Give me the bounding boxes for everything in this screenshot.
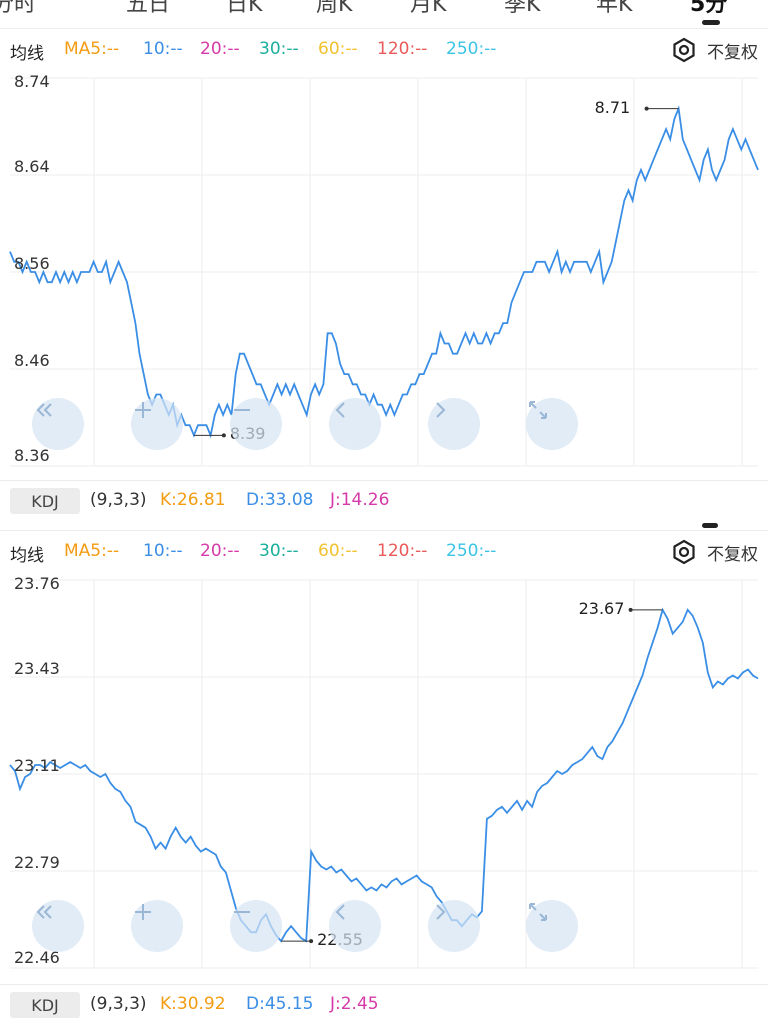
ma10-value: 10:-- xyxy=(143,541,183,561)
y-axis-label: 22.79 xyxy=(14,853,60,872)
kdj-indicator-button[interactable]: KDJ xyxy=(10,488,80,514)
settings-icon xyxy=(673,539,695,565)
prev-button[interactable] xyxy=(329,900,381,952)
price-line xyxy=(9,105,759,439)
tab-1[interactable]: 五日 xyxy=(126,0,171,17)
expand-button[interactable] xyxy=(526,398,578,450)
y-axis-label: 22.46 xyxy=(14,948,60,967)
ma120-value: 120:-- xyxy=(377,541,428,561)
kdj-params: (9,3,3) xyxy=(90,994,147,1014)
kdj-indicator-button[interactable]: KDJ xyxy=(10,992,80,1018)
kdj-k-value: K:30.92 xyxy=(160,994,226,1014)
tab-7[interactable]: 5分 xyxy=(690,0,728,17)
zoom-in-button[interactable] xyxy=(131,900,183,952)
ma30-value: 30:-- xyxy=(259,541,299,561)
kline-panel-1: 均线 MA5:-- 10:-- 20:-- 30:-- 60:-- 120:--… xyxy=(0,28,768,522)
price-chart[interactable]: 8.748.648.568.468.368.718.39 xyxy=(0,70,768,480)
restore-toggle-button[interactable]: 不复权 xyxy=(671,539,758,565)
settings-icon xyxy=(673,37,695,63)
rewind-icon xyxy=(36,905,52,919)
zoom-out-button[interactable] xyxy=(230,398,282,450)
y-axis-label: 8.56 xyxy=(14,254,50,273)
kdj-j-value: J:14.26 xyxy=(330,490,390,510)
ma20-value: 20:-- xyxy=(200,39,240,59)
ma10-value: 10:-- xyxy=(143,39,183,59)
tab-3[interactable]: 周K xyxy=(316,0,353,17)
zoom-in-icon xyxy=(135,904,151,920)
kdj-indicator-row: KDJ (9,3,3) K:30.92 D:45.15 J:2.45 xyxy=(0,984,768,1024)
ma60-value: 60:-- xyxy=(318,39,358,59)
price-chart-svg xyxy=(9,77,759,467)
y-axis-label: 8.64 xyxy=(14,157,50,176)
tab-4[interactable]: 月K xyxy=(410,0,447,17)
ma-label: 均线 xyxy=(10,546,44,566)
price-line xyxy=(9,607,759,943)
ma20-value: 20:-- xyxy=(200,541,240,561)
max-marker-dot xyxy=(644,106,649,111)
kdj-j-value: J:2.45 xyxy=(330,994,379,1014)
rewind-button[interactable] xyxy=(32,398,84,450)
kline-panel-2: 均线 MA5:-- 10:-- 20:-- 30:-- 60:-- 120:--… xyxy=(0,530,768,1025)
next-icon xyxy=(436,904,446,920)
kdj-d-value: D:33.08 xyxy=(246,490,314,510)
min-marker-dot xyxy=(221,433,226,438)
max-marker-dot xyxy=(628,607,633,612)
expand-icon xyxy=(529,903,547,921)
kdj-d-value: D:45.15 xyxy=(246,994,314,1014)
y-axis-label: 23.43 xyxy=(14,659,60,678)
max-price-label: 23.67 xyxy=(578,598,625,618)
zoom-out-button[interactable] xyxy=(230,900,282,952)
next-button[interactable] xyxy=(428,900,480,952)
next-button[interactable] xyxy=(428,398,480,450)
ma120-value: 120:-- xyxy=(377,39,428,59)
ma-legend-row: 均线 MA5:-- 10:-- 20:-- 30:-- 60:-- 120:--… xyxy=(0,530,768,572)
next-icon xyxy=(436,402,446,418)
restore-label: 不复权 xyxy=(707,544,758,565)
period-tabs: 分时 五日 日K 周K 月K 季K 年K 5分 xyxy=(0,0,768,32)
kdj-indicator-row: KDJ (9,3,3) K:26.81 D:33.08 J:14.26 xyxy=(0,480,768,520)
prev-icon xyxy=(335,904,345,920)
zoom-out-icon xyxy=(234,409,250,411)
prev-button[interactable] xyxy=(329,398,381,450)
zoom-in-button[interactable] xyxy=(131,398,183,450)
ma250-value: 250:-- xyxy=(446,541,497,561)
restore-label: 不复权 xyxy=(707,42,758,63)
expand-button[interactable] xyxy=(526,900,578,952)
panel-drag-handle[interactable] xyxy=(702,523,718,528)
ma5-value: MA5:-- xyxy=(64,541,120,561)
ma60-value: 60:-- xyxy=(318,541,358,561)
zoom-out-icon xyxy=(234,911,250,913)
rewind-icon xyxy=(36,403,52,417)
zoom-in-icon xyxy=(135,402,151,418)
ma5-value: MA5:-- xyxy=(64,39,120,59)
expand-icon xyxy=(529,401,547,419)
y-axis-label: 8.74 xyxy=(14,72,50,91)
ma-legend-row: 均线 MA5:-- 10:-- 20:-- 30:-- 60:-- 120:--… xyxy=(0,28,768,70)
active-tab-indicator xyxy=(702,20,720,25)
min-marker-dot xyxy=(309,939,314,944)
prev-icon xyxy=(335,402,345,418)
tab-6[interactable]: 年K xyxy=(596,0,633,17)
kdj-params: (9,3,3) xyxy=(90,490,147,510)
ma250-value: 250:-- xyxy=(446,39,497,59)
restore-toggle-button[interactable]: 不复权 xyxy=(671,37,758,63)
tab-0[interactable]: 分时 xyxy=(0,0,37,17)
rewind-button[interactable] xyxy=(32,900,84,952)
ma30-value: 30:-- xyxy=(259,39,299,59)
max-price-label: 8.71 xyxy=(594,97,631,117)
kdj-k-value: K:26.81 xyxy=(160,490,226,510)
y-axis-label: 23.11 xyxy=(14,756,60,775)
y-axis-label: 8.46 xyxy=(14,351,50,370)
y-axis-label: 8.36 xyxy=(14,446,50,465)
ma-label: 均线 xyxy=(10,44,44,64)
tab-2[interactable]: 日K xyxy=(226,0,263,17)
price-chart-svg xyxy=(9,579,759,969)
tab-5[interactable]: 季K xyxy=(504,0,541,17)
y-axis-label: 23.76 xyxy=(14,574,60,593)
